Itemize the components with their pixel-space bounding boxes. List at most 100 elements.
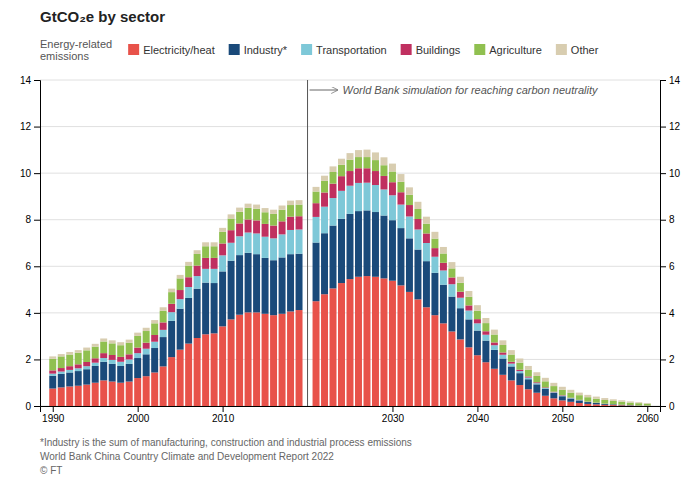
bar [287, 230, 294, 254]
bar [202, 283, 209, 335]
bar [177, 309, 184, 350]
bar [508, 380, 515, 406]
bar [440, 285, 447, 324]
bar [338, 176, 345, 191]
bar [338, 283, 345, 406]
bar [601, 405, 608, 406]
legend-swatch [128, 44, 139, 55]
bar [499, 340, 506, 345]
bar [321, 176, 328, 181]
bar [457, 298, 464, 308]
bar [313, 217, 320, 243]
bar [372, 160, 379, 171]
bar [202, 242, 209, 246]
bar [151, 335, 158, 342]
bar [364, 210, 371, 276]
legend-label: Transportation [316, 44, 387, 56]
bar [58, 372, 65, 374]
tick-mark [53, 406, 54, 412]
bar [262, 224, 269, 237]
bar-series [49, 150, 650, 404]
bar [58, 387, 65, 406]
bar [126, 359, 133, 363]
tick: 6 [25, 261, 40, 272]
bar [397, 192, 404, 204]
bar [66, 355, 73, 367]
bar [92, 347, 99, 359]
legend: Energy-relatedemissionsElectricity/heatI… [40, 38, 599, 62]
bar [83, 366, 90, 369]
bar [406, 195, 413, 205]
bar [601, 400, 608, 404]
bar [92, 358, 99, 362]
bar [644, 402, 651, 404]
tick: 2040 [467, 406, 490, 424]
bar [372, 171, 379, 185]
grid-line [40, 80, 660, 81]
bar [533, 393, 540, 406]
tick: 8 [660, 214, 675, 225]
bar [279, 221, 286, 234]
bar [75, 386, 82, 406]
tick-label: 8 [25, 214, 31, 225]
tick: 0 [25, 401, 40, 412]
bar [347, 153, 354, 160]
bar [465, 347, 472, 406]
bar [491, 369, 498, 406]
bar [550, 392, 557, 394]
bar [194, 266, 201, 276]
bar [440, 247, 447, 254]
bar [321, 294, 328, 406]
bar [448, 277, 455, 284]
bar [516, 358, 523, 362]
bar [491, 330, 498, 335]
bar [287, 201, 294, 205]
bar [380, 189, 387, 215]
bar [482, 335, 489, 341]
bar [431, 239, 438, 249]
bar [211, 269, 218, 283]
bar [245, 219, 252, 232]
bar [168, 289, 175, 292]
bar [559, 387, 566, 390]
bar [279, 314, 286, 406]
bar [364, 276, 371, 406]
bar [160, 307, 167, 310]
axis-domain [661, 81, 667, 407]
bar [287, 217, 294, 230]
bar [465, 311, 472, 320]
bar [202, 269, 209, 283]
tick: 2050 [552, 406, 575, 424]
bar [593, 404, 600, 406]
bar [253, 209, 260, 221]
bar [482, 318, 489, 323]
tick-label: 8 [669, 214, 675, 225]
bar [219, 271, 226, 326]
tick-mark [660, 220, 666, 221]
annotation-arrow [310, 90, 338, 91]
bar [499, 345, 506, 352]
bar [109, 355, 116, 360]
bar [279, 206, 286, 210]
bar [211, 242, 218, 246]
bar [58, 356, 65, 368]
bar [211, 283, 218, 333]
bar [279, 257, 286, 313]
bar [228, 261, 235, 320]
bar [330, 166, 337, 172]
bar [296, 205, 303, 217]
bar [635, 402, 642, 404]
bar [245, 204, 252, 208]
bar [610, 401, 617, 404]
bar [185, 287, 192, 298]
bar [440, 253, 447, 262]
bar [117, 362, 124, 366]
bar [270, 214, 277, 226]
bar [448, 284, 455, 296]
bar [194, 250, 201, 254]
tick: 4 [25, 308, 40, 319]
bar [177, 278, 184, 290]
tick-label: 12 [20, 121, 32, 132]
bar [228, 230, 235, 243]
bar [423, 233, 430, 243]
